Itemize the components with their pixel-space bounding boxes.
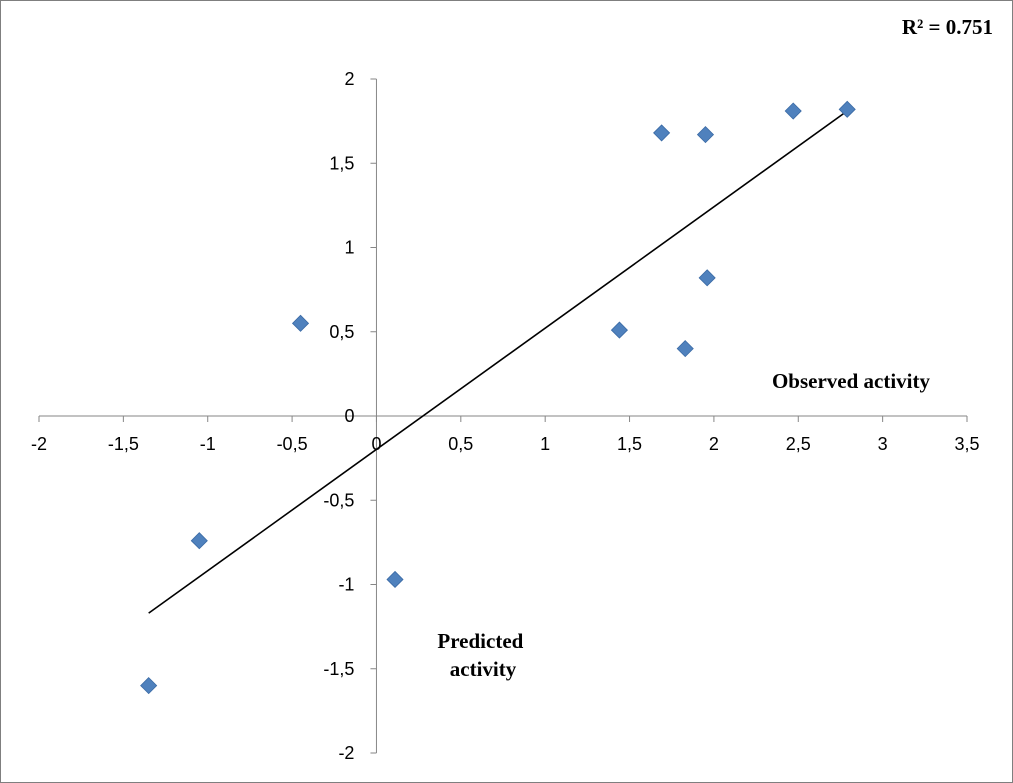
ticks: -2 -1,5 -1 -0,5 0 0,5 1 1,5 2 2,5 3 3,5 -2 -1,5 -1 -0,5… bbox=[31, 69, 980, 763]
y-tick-label: -1 bbox=[338, 575, 354, 595]
trendline bbox=[148, 110, 848, 614]
data-point bbox=[291, 314, 310, 332]
x-axis-label: Observed activity bbox=[772, 369, 931, 393]
y-tick-label: 1 bbox=[344, 238, 354, 258]
y-axis-label-line-1: Predicted bbox=[437, 629, 523, 653]
y-tick-label: 1,5 bbox=[329, 153, 354, 173]
y-axis-label: Predicted activity bbox=[437, 629, 528, 681]
x-tick-label: 2,5 bbox=[786, 434, 811, 454]
x-tick-label: 1,5 bbox=[617, 434, 642, 454]
r-squared-label: R² = 0.751 bbox=[902, 15, 993, 39]
data-point bbox=[386, 570, 404, 589]
y-tick-label: -0,5 bbox=[323, 490, 354, 510]
x-tick-label: 0,5 bbox=[448, 434, 473, 454]
data-point bbox=[610, 321, 628, 339]
x-tick-label: -1 bbox=[200, 434, 216, 454]
y-tick-label: 0 bbox=[344, 406, 354, 426]
data-point bbox=[676, 340, 694, 358]
y-tick-label: 0,5 bbox=[329, 322, 354, 342]
data-point bbox=[696, 126, 715, 144]
x-tick-label: 3,5 bbox=[954, 434, 979, 454]
points-group bbox=[140, 100, 856, 695]
y-tick-label: 2 bbox=[344, 69, 354, 89]
y-axis-label-line-2: activity bbox=[450, 657, 517, 681]
x-tick-label: 2 bbox=[709, 434, 719, 454]
y-tick-label: -2 bbox=[338, 743, 354, 763]
data-point bbox=[838, 100, 856, 118]
data-point bbox=[653, 124, 671, 142]
x-tick-label: -2 bbox=[31, 434, 47, 454]
x-tick-label: -1,5 bbox=[108, 434, 139, 454]
data-point bbox=[140, 677, 158, 695]
x-tick-label: 0 bbox=[371, 434, 381, 454]
data-point bbox=[190, 532, 208, 550]
x-tick-label: -0,5 bbox=[277, 434, 308, 454]
y-tick-label: -1,5 bbox=[323, 659, 354, 679]
data-point bbox=[698, 269, 716, 287]
data-point bbox=[784, 102, 802, 120]
x-tick-label: 1 bbox=[540, 434, 550, 454]
trendline-group bbox=[148, 110, 848, 614]
x-tick-label: 3 bbox=[878, 434, 888, 454]
